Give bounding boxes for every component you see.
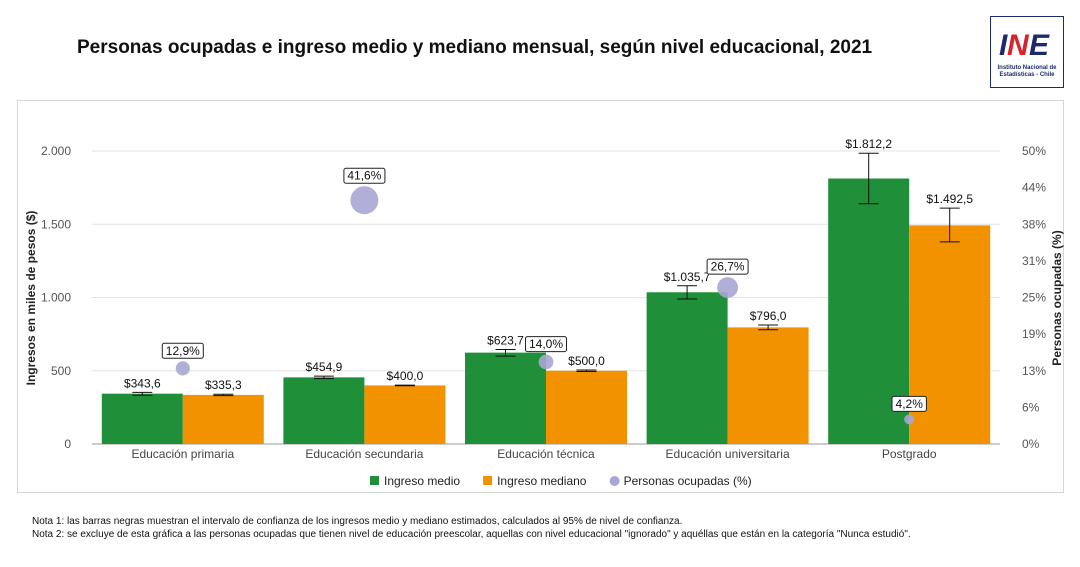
bubble-data-label-box: [891, 395, 927, 412]
bubble-personas-ocupadas: [175, 361, 190, 376]
bar-data-label: $1.492,5: [926, 192, 973, 206]
x-tick-label: Educación secundaria: [305, 447, 423, 461]
note-1: Nota 1: las barras negras muestran el in…: [32, 516, 683, 527]
y-tick-label: 1.500: [41, 217, 71, 231]
bar-data-label: $1.035,7: [664, 270, 711, 284]
logo-subtitle-2: Estadísticas - Chile: [999, 72, 1055, 78]
bar-data-label: $623,7: [487, 334, 524, 348]
bubble-data-label-box: [525, 336, 567, 353]
bubble-personas-ocupadas: [538, 354, 554, 370]
bubble-data-label: 41,6%: [347, 169, 381, 183]
x-tick-label: Educación universitaria: [666, 447, 790, 461]
bar-ingreso-mediano: [546, 370, 627, 444]
x-tick-label: Postgrado: [882, 447, 937, 461]
bubble-personas-ocupadas: [350, 186, 379, 215]
svg-text:I: I: [999, 29, 1008, 61]
y2-axis-title: Personas ocupadas (%): [1050, 230, 1064, 365]
bar-data-label: $796,0: [750, 309, 787, 323]
y2-tick-label: 31%: [1022, 254, 1046, 268]
bar-data-label: $1.812,2: [845, 137, 892, 151]
y-tick-label: 500: [51, 364, 71, 378]
bar-ingreso-medio: [283, 377, 365, 444]
legend-marker: [609, 476, 620, 486]
bar-data-label: $343,6: [124, 376, 161, 390]
bubble-personas-ocupadas: [717, 277, 739, 298]
legend-marker: [483, 476, 493, 485]
bubble-data-label: 14,0%: [529, 337, 563, 351]
y-axis-title: Ingresos en miles de pesos ($): [24, 211, 38, 386]
bubble-data-label: 4,2%: [896, 397, 924, 411]
bar-ingreso-mediano: [182, 394, 264, 444]
legend-label: Ingreso mediano: [497, 474, 587, 488]
legend-label: Personas ocupadas (%): [624, 474, 752, 488]
y-tick-label: 2.000: [41, 144, 71, 158]
ine-logo-mark: I N E: [999, 29, 1050, 61]
ine-logo: I N E Instituto Nacional de Estadísticas…: [990, 16, 1064, 88]
bubble-data-label: 12,9%: [166, 344, 200, 358]
legend-label: Ingreso medio: [384, 474, 460, 488]
bar-data-label: $335,3: [205, 378, 242, 392]
y2-tick-label: 19%: [1022, 327, 1046, 341]
svg-text:E: E: [1029, 29, 1050, 61]
y2-tick-label: 25%: [1022, 291, 1046, 305]
logo-subtitle-1: Instituto Nacional de: [997, 65, 1057, 71]
legend-marker: [370, 476, 379, 485]
y2-tick-label: 0%: [1022, 437, 1040, 451]
bubble-data-label-box: [161, 342, 204, 359]
bubble-data-label-box: [706, 258, 749, 275]
bar-data-label: $454,9: [306, 360, 343, 374]
notes: Nota 1: las barras negras muestran el in…: [32, 515, 911, 541]
bar-ingreso-medio: [465, 352, 546, 444]
chart-title: Personas ocupadas e ingreso medio y medi…: [77, 37, 873, 58]
y-tick-label: 0: [64, 437, 71, 451]
bar-ingreso-mediano: [364, 385, 446, 444]
bubble-data-label-box: [343, 167, 386, 184]
y2-tick-label: 44%: [1022, 181, 1046, 195]
bar-ingreso-mediano: [727, 327, 809, 444]
bar-ingreso-medio: [101, 393, 183, 444]
y2-tick-label: 50%: [1022, 144, 1046, 158]
x-tick-label: Educación técnica: [497, 447, 595, 461]
bar-ingreso-medio: [646, 292, 728, 444]
y2-tick-label: 13%: [1022, 364, 1046, 378]
note-2: Nota 2: se excluye de esta gráfica a las…: [32, 529, 911, 540]
chart: 0 500 1.000 1.500 2.000 0% 6% 13% 19% 25% 31% 38% 44…: [24, 137, 1064, 488]
bar-data-label: $400,0: [387, 369, 424, 383]
y2-tick-label: 38%: [1022, 217, 1046, 231]
bubble-data-label: 26,7%: [711, 260, 745, 274]
svg-text:N: N: [1007, 29, 1030, 61]
y2-tick-label: 6%: [1022, 400, 1040, 414]
bar-data-label: $500,0: [568, 354, 605, 368]
x-tick-label: Educación primaria: [131, 447, 234, 461]
bubble-personas-ocupadas: [904, 414, 915, 425]
y-tick-label: 1.000: [41, 291, 71, 305]
